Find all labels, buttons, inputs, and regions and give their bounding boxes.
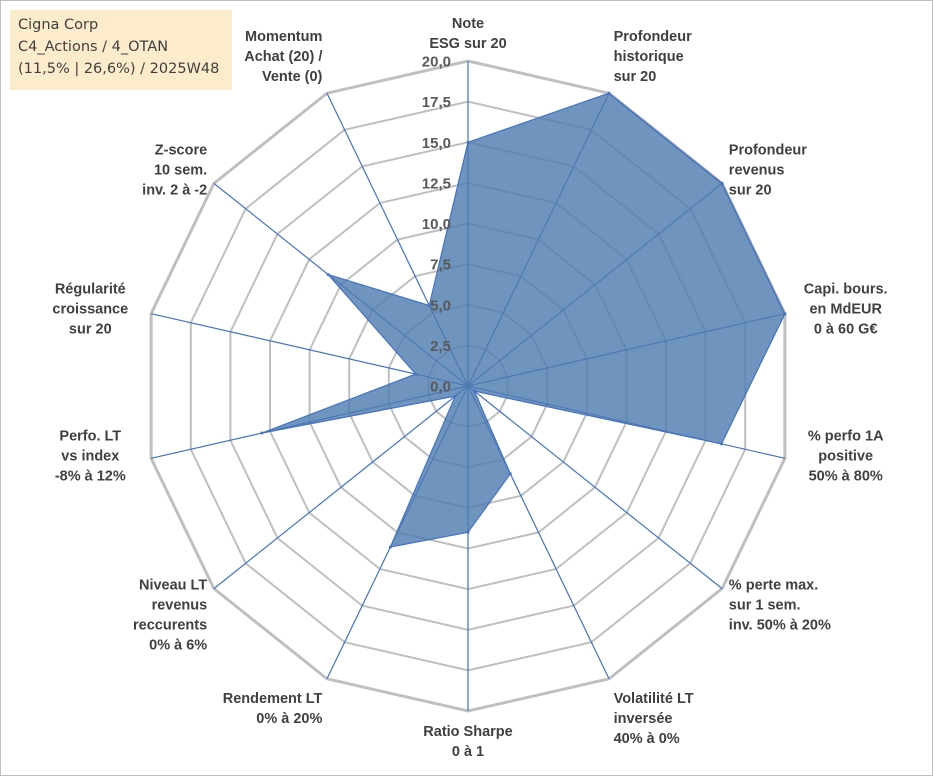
data-point-3 bbox=[783, 312, 787, 316]
data-point-2 bbox=[720, 181, 724, 185]
axis-label-4: % perfo 1A positive 50% à 80% bbox=[808, 429, 884, 485]
axis-label-1-line-1: historique bbox=[614, 49, 684, 65]
axis-label-9-line-0: Niveau LT bbox=[139, 577, 207, 593]
data-area-series bbox=[261, 92, 786, 548]
data-point-0 bbox=[466, 140, 470, 144]
tick-label-4: 10,0 bbox=[422, 216, 451, 233]
data-point-10 bbox=[260, 431, 264, 435]
axis-label-8-line-1: 0% à 20% bbox=[256, 711, 322, 727]
tick-label-1: 2,5 bbox=[430, 338, 451, 355]
axis-label-9-line-1: revenus bbox=[152, 597, 208, 613]
data-point-4 bbox=[720, 442, 723, 446]
axis-label-4-line-1: positive bbox=[818, 449, 873, 465]
data-point-9 bbox=[453, 394, 457, 398]
axis-label-7-line-0: Ratio Sharpe bbox=[423, 724, 512, 740]
data-point-7 bbox=[466, 530, 470, 534]
tick-label-3: 7,5 bbox=[430, 257, 451, 274]
axis-label-9: Niveau LT revenus reccurents 0% à 6% bbox=[133, 577, 207, 653]
tick-label-2: 5,0 bbox=[430, 297, 451, 314]
axis-label-10-line-2: -8% à 12% bbox=[55, 469, 126, 485]
tick-label-7: 17,5 bbox=[422, 94, 451, 111]
axis-label-13-line-0: Momentum bbox=[245, 29, 322, 45]
tick-label-6: 15,0 bbox=[422, 135, 451, 152]
axis-label-5-line-2: inv. 50% à 20% bbox=[729, 617, 831, 633]
tick-label-8: 20,0 bbox=[422, 54, 451, 71]
axis-label-3-line-2: 0 à 60 G€ bbox=[814, 321, 878, 337]
axis-label-2-line-0: Profondeur bbox=[729, 143, 807, 159]
axis-label-9-line-2: reccurents bbox=[133, 617, 207, 633]
axis-label-4-line-2: 50% à 80% bbox=[809, 469, 883, 485]
data-point-5 bbox=[472, 389, 476, 393]
axis-label-5-line-0: % perte max. bbox=[729, 577, 818, 593]
data-point-8 bbox=[388, 545, 392, 549]
axis-label-13: Momentum Achat (20) / Vente (0) bbox=[244, 29, 322, 85]
axis-label-2: Profondeur revenus sur 20 bbox=[729, 143, 807, 199]
data-point-1 bbox=[607, 91, 611, 95]
axis-label-8: Rendement LT 0% à 20% bbox=[223, 691, 323, 727]
title-company: Cigna Corp bbox=[18, 17, 99, 33]
axis-label-2-line-2: sur 20 bbox=[729, 183, 772, 199]
axis-label-13-line-2: Vente (0) bbox=[262, 69, 323, 85]
axis-label-3: Capi. bours. en MdEUR 0 à 60 G€ bbox=[804, 281, 888, 337]
axis-label-6-line-1: inversée bbox=[614, 711, 673, 727]
axis-label-6-line-2: 40% à 0% bbox=[614, 731, 680, 747]
axis-label-11-line-0: Régularité bbox=[55, 281, 126, 297]
axis-label-7-line-1: 0 à 1 bbox=[452, 744, 484, 760]
spoke-5 bbox=[467, 385, 723, 590]
axis-label-10: Perfo. LT vs index -8% à 12% bbox=[55, 429, 126, 485]
axis-label-13-line-1: Achat (20) / bbox=[244, 49, 322, 65]
axis-label-6: Volatilité LT inversée 40% à 0% bbox=[614, 691, 694, 747]
data-point-13 bbox=[427, 304, 431, 307]
chart-title-box: Cigna Corp C4_Actions / 4_OTAN (11,5% | … bbox=[10, 10, 232, 90]
axis-label-1-line-2: sur 20 bbox=[614, 69, 657, 85]
data-point-6 bbox=[508, 472, 512, 476]
axis-label-9-line-3: 0% à 6% bbox=[149, 637, 207, 653]
axis-label-5: % perte max. sur 1 sem. inv. 50% à 20% bbox=[729, 577, 831, 633]
axis-label-12-line-1: 10 sem. bbox=[154, 163, 207, 179]
axis-label-1-line-0: Profondeur bbox=[614, 29, 692, 45]
tick-label-0: 0,0 bbox=[430, 379, 451, 396]
axis-label-0-line-1: ESG sur 20 bbox=[429, 36, 506, 52]
axis-label-2-line-1: revenus bbox=[729, 163, 785, 179]
axis-label-0: Note ESG sur 20 bbox=[429, 16, 506, 52]
axis-label-1: Profondeur historique sur 20 bbox=[614, 29, 692, 85]
axis-label-6-line-0: Volatilité LT bbox=[614, 691, 694, 707]
axis-label-3-line-1: en MdEUR bbox=[809, 301, 882, 317]
title-stats: (11,5% | 26,6%) / 2025W48 bbox=[18, 61, 220, 77]
axis-label-12-line-0: Z-score bbox=[155, 143, 207, 159]
data-point-12 bbox=[326, 273, 330, 277]
spoke-9 bbox=[213, 385, 469, 590]
axis-label-3-line-0: Capi. bours. bbox=[804, 281, 888, 297]
axis-label-12: Z-score 10 sem. inv. 2 à -2 bbox=[142, 143, 207, 199]
data-point-11 bbox=[414, 372, 418, 376]
axis-label-0-line-0: Note bbox=[452, 16, 484, 32]
axis-label-4-line-0: % perfo 1A bbox=[808, 429, 884, 445]
axis-label-8-line-0: Rendement LT bbox=[223, 691, 323, 707]
title-category: C4_Actions / 4_OTAN bbox=[18, 39, 169, 55]
tick-label-5: 12,5 bbox=[422, 175, 451, 192]
axis-label-7: Ratio Sharpe 0 à 1 bbox=[423, 724, 512, 760]
axis-label-5-line-1: sur 1 sem. bbox=[729, 597, 801, 613]
axis-label-11-line-1: croissance bbox=[52, 301, 128, 317]
axis-label-10-line-0: Perfo. LT bbox=[59, 429, 121, 445]
axis-label-11-line-2: sur 20 bbox=[69, 321, 112, 337]
axis-label-11: Régularité croissance sur 20 bbox=[52, 281, 128, 337]
axis-label-12-line-2: inv. 2 à -2 bbox=[142, 183, 207, 199]
axis-label-10-line-1: vs index bbox=[61, 449, 119, 465]
